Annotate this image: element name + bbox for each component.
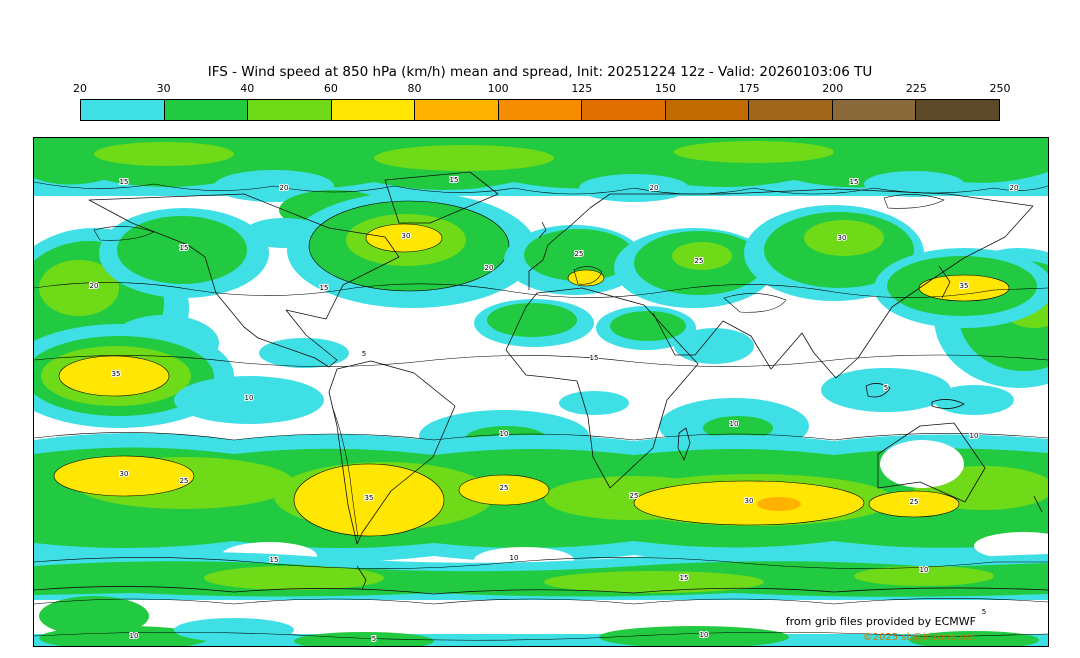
wind-speed-regions bbox=[34, 138, 1048, 646]
svg-text:35: 35 bbox=[960, 282, 969, 290]
svg-text:5: 5 bbox=[884, 384, 888, 392]
svg-text:15: 15 bbox=[180, 244, 189, 252]
colorbar-segment bbox=[582, 100, 666, 120]
colorbar-tick-label: 200 bbox=[822, 82, 844, 95]
svg-text:15: 15 bbox=[270, 556, 279, 564]
colorbar-segment bbox=[415, 100, 499, 120]
svg-text:15: 15 bbox=[590, 354, 599, 362]
credit-copyright: ©2025 sb@irizone.net bbox=[862, 632, 976, 643]
svg-text:5: 5 bbox=[362, 350, 366, 358]
svg-text:25: 25 bbox=[180, 477, 189, 485]
svg-text:10: 10 bbox=[700, 631, 709, 639]
colorbar-segment bbox=[498, 100, 583, 120]
colorbar-tick-label: 100 bbox=[487, 82, 509, 95]
colorbar-ticks: 20 30 40 60 80 100 125 150 175 200 225 250 bbox=[73, 82, 1011, 97]
credit-ecmwf: from grib files provided by ECMWF bbox=[785, 615, 976, 628]
svg-text:10: 10 bbox=[500, 430, 509, 438]
svg-text:15: 15 bbox=[850, 178, 859, 186]
colorbar-segment bbox=[749, 100, 833, 120]
colorbar-segment bbox=[81, 100, 165, 120]
spread-contour-lines bbox=[34, 181, 1048, 641]
svg-text:15: 15 bbox=[320, 284, 329, 292]
svg-text:25: 25 bbox=[630, 492, 639, 500]
svg-text:30: 30 bbox=[838, 234, 847, 242]
svg-text:10: 10 bbox=[730, 420, 739, 428]
colorbar-segment bbox=[248, 100, 332, 120]
colorbar: 20 30 40 60 80 100 125 150 175 200 225 250 bbox=[73, 82, 1011, 121]
svg-text:25: 25 bbox=[575, 250, 584, 258]
svg-text:10: 10 bbox=[970, 432, 979, 440]
svg-text:20: 20 bbox=[280, 184, 289, 192]
colorbar-tick-label: 40 bbox=[240, 82, 255, 95]
svg-text:25: 25 bbox=[910, 498, 919, 506]
page-title: IFS - Wind speed at 850 hPa (km/h) mean … bbox=[207, 64, 873, 80]
map-frame: 15 20 15 20 15 20 20 15 15 30 20 25 25 30 35 35 10 5 10 15 1… bbox=[33, 137, 1049, 647]
colorbar-tick-label: 225 bbox=[905, 82, 927, 95]
contour-value-labels: 15 20 15 20 15 20 20 15 15 30 20 25 25 30 35 35 10 5 10 15 1… bbox=[89, 175, 1020, 644]
colorbar-segment bbox=[665, 100, 750, 120]
svg-text:25: 25 bbox=[695, 257, 704, 265]
svg-text:15: 15 bbox=[450, 176, 459, 184]
colorbar-segment bbox=[832, 100, 917, 120]
colorbar-segments bbox=[80, 99, 1000, 121]
svg-text:25: 25 bbox=[500, 484, 509, 492]
svg-text:35: 35 bbox=[365, 494, 374, 502]
colorbar-segment bbox=[916, 100, 1000, 120]
svg-text:10: 10 bbox=[920, 566, 929, 574]
colorbar-tick-label: 60 bbox=[323, 82, 338, 95]
colorbar-segment bbox=[164, 100, 249, 120]
svg-text:20: 20 bbox=[485, 264, 494, 272]
colorbar-segment bbox=[331, 100, 416, 120]
coastlines bbox=[34, 171, 1048, 595]
svg-text:5: 5 bbox=[982, 608, 986, 616]
colorbar-tick-label: 125 bbox=[571, 82, 593, 95]
svg-text:10: 10 bbox=[245, 394, 254, 402]
svg-text:20: 20 bbox=[650, 184, 659, 192]
svg-text:30: 30 bbox=[120, 470, 129, 478]
svg-text:35: 35 bbox=[112, 370, 121, 378]
svg-text:20: 20 bbox=[1010, 184, 1019, 192]
svg-text:10: 10 bbox=[130, 632, 139, 640]
colorbar-tick-label: 30 bbox=[156, 82, 171, 95]
colorbar-tick-label: 80 bbox=[407, 82, 422, 95]
colorbar-tick-label: 175 bbox=[738, 82, 760, 95]
svg-text:30: 30 bbox=[402, 232, 411, 240]
svg-text:30: 30 bbox=[745, 497, 754, 505]
colorbar-tick-label: 250 bbox=[989, 82, 1011, 95]
colorbar-tick-label: 20 bbox=[73, 82, 87, 95]
svg-text:10: 10 bbox=[510, 554, 519, 562]
svg-text:15: 15 bbox=[120, 178, 129, 186]
svg-text:20: 20 bbox=[90, 282, 99, 290]
map-svg: 15 20 15 20 15 20 20 15 15 30 20 25 25 30 35 35 10 5 10 15 1… bbox=[34, 138, 1048, 646]
svg-text:5: 5 bbox=[372, 635, 376, 643]
svg-text:15: 15 bbox=[680, 574, 689, 582]
colorbar-tick-label: 150 bbox=[654, 82, 676, 95]
